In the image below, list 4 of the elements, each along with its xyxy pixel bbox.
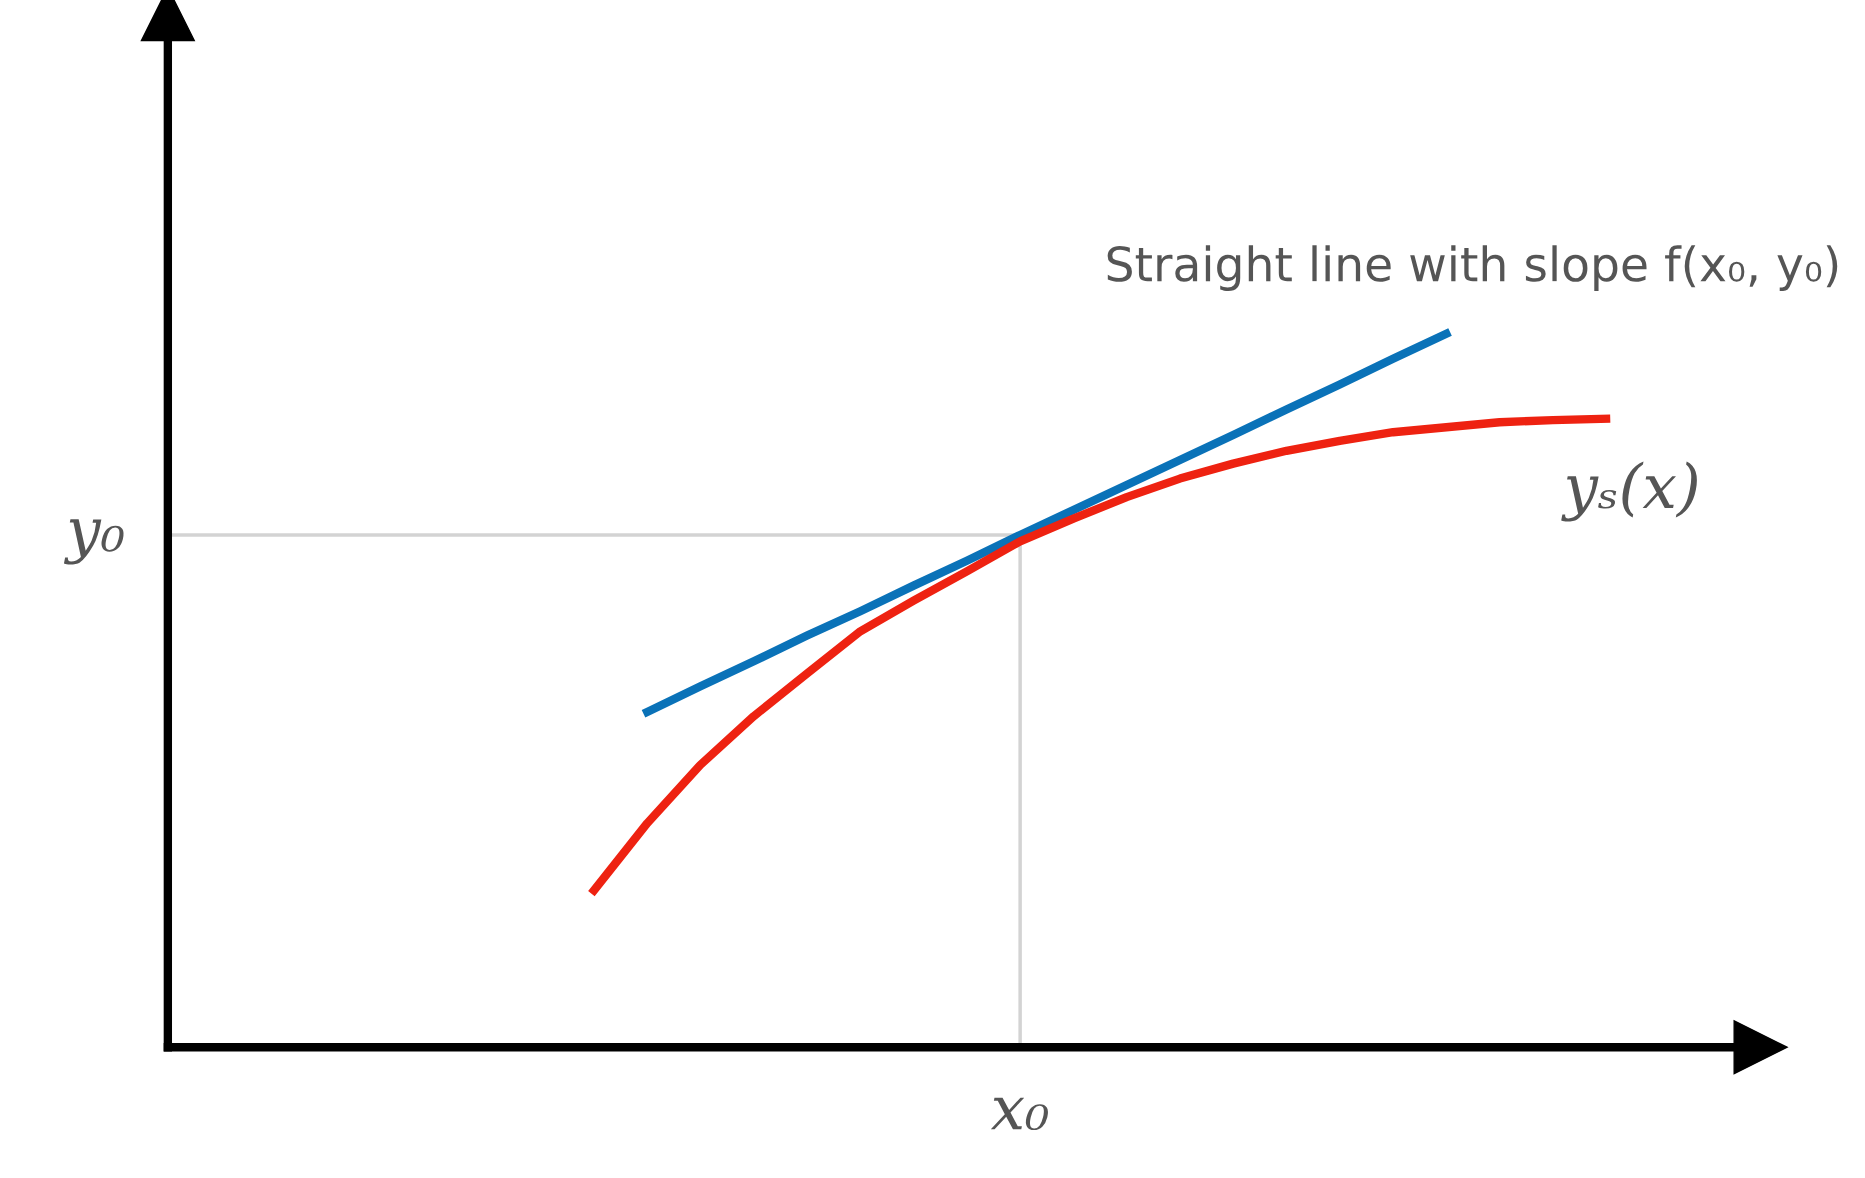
series-label: Straight line with slope f(x₀, y₀)	[1107, 245, 1838, 291]
ref-line-label: y₀	[63, 519, 124, 565]
series-label: yₛ(x)	[1561, 461, 1697, 522]
text: x₀	[990, 1097, 1048, 1131]
